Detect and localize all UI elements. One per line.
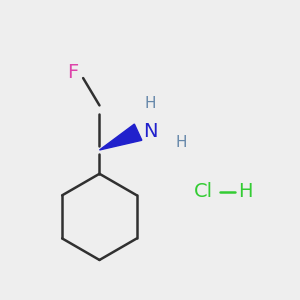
Polygon shape bbox=[100, 124, 142, 150]
Text: H: H bbox=[238, 182, 252, 201]
Text: H: H bbox=[176, 135, 187, 150]
Text: N: N bbox=[143, 122, 157, 141]
Text: H: H bbox=[144, 96, 156, 111]
Text: Cl: Cl bbox=[194, 182, 213, 201]
Text: F: F bbox=[67, 63, 78, 82]
